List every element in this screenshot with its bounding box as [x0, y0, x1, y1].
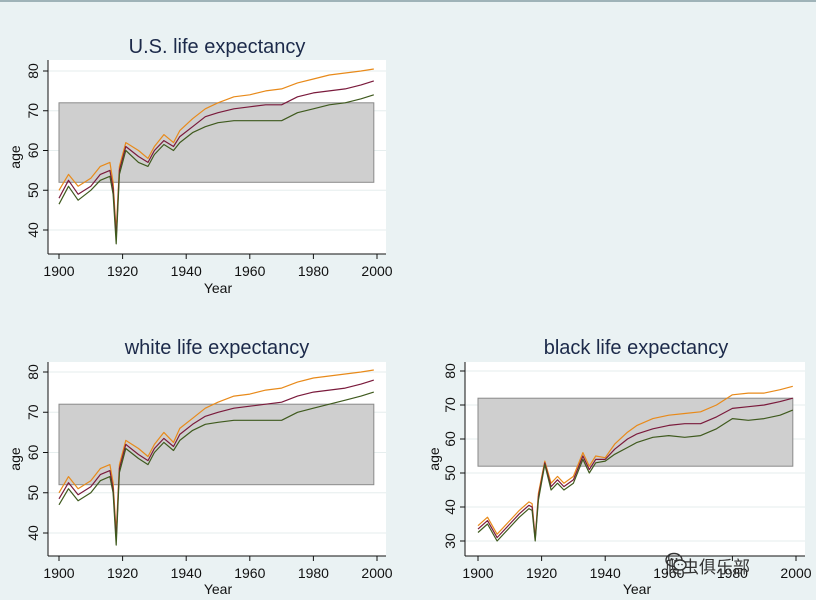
chart3-x-tick-label: 1900 — [462, 565, 493, 581]
chart3-title: black life expectancy — [544, 337, 729, 359]
chart3-x-tick-label: 1980 — [717, 565, 748, 581]
chart3-series-upper — [477, 385, 793, 539]
chart3-y-axis-label: age — [426, 447, 442, 471]
chart1-series-lower — [58, 94, 374, 245]
chart1-y-tick-label: 60 — [25, 143, 41, 159]
chart2-y-tick-label: 40 — [25, 525, 41, 541]
chart3-x-tick-label: 2000 — [780, 565, 811, 581]
chart1-y-tick-label: 50 — [25, 182, 41, 198]
watermark: 爬虫俱乐部 — [665, 552, 750, 578]
chart3-y-tick-label: 50 — [442, 465, 458, 481]
chart2-series-upper — [58, 369, 374, 534]
chart1-shaded-band — [58, 102, 375, 183]
chart1-series-upper — [58, 68, 374, 233]
watermark-text: 爬虫俱乐部 — [665, 557, 750, 578]
chart1-x-tick-label: 1920 — [107, 263, 138, 279]
chart3-y-tick-label: 80 — [442, 363, 458, 379]
chart1-x-axis-label: Year — [204, 280, 233, 296]
chart2-title: white life expectancy — [124, 337, 310, 359]
chart1-x-tick-label: 1960 — [234, 263, 265, 279]
chart2-x-tick-label: 1920 — [107, 565, 138, 581]
chart2-x-tick-label: 1980 — [298, 565, 329, 581]
chart3-y-tick-label: 40 — [442, 499, 458, 515]
chart2-y-tick-label: 60 — [25, 445, 41, 461]
chart1-x-tick-label: 1980 — [298, 263, 329, 279]
chart1-x-tick-label: 1900 — [43, 263, 74, 279]
chart2-series-lower — [58, 391, 374, 546]
chart2-x-tick-label: 1900 — [43, 565, 74, 581]
chart2-series-middle — [58, 379, 374, 540]
wechat-icon — [665, 552, 687, 571]
chart2-y-tick-label: 70 — [25, 404, 41, 420]
chart1-x-tick-label: 1940 — [171, 263, 202, 279]
chart3-y-tick-label: 70 — [442, 397, 458, 413]
chart2-y-axis-label: age — [7, 447, 23, 471]
chart2-x-tick-label: 2000 — [361, 565, 392, 581]
chart1-y-tick-label: 70 — [25, 103, 41, 119]
chart3-y-tick-label: 60 — [442, 431, 458, 447]
chart3-shaded-band — [477, 397, 794, 467]
window-top-border — [0, 0, 816, 2]
chart1-y-tick-label: 80 — [25, 63, 41, 79]
chart2-x-axis-label: Year — [204, 581, 233, 597]
chart1-series-middle — [58, 80, 374, 239]
chart2-y-tick-label: 80 — [25, 364, 41, 380]
chart3-x-tick-label: 1920 — [526, 565, 557, 581]
chart2-x-tick-label: 1960 — [234, 565, 265, 581]
chart1-y-tick-label: 40 — [25, 222, 41, 238]
chart3-x-axis-label: Year — [623, 581, 652, 597]
chart2-x-tick-label: 1940 — [171, 565, 202, 581]
chart1-y-axis-label: age — [7, 145, 23, 169]
chart3-series-lower — [477, 409, 794, 542]
chart3-x-tick-label: 1940 — [590, 565, 621, 581]
chart3-series-middle — [477, 397, 793, 540]
chart1-x-tick-label: 2000 — [361, 263, 392, 279]
chart1-title: U.S. life expectancy — [129, 36, 306, 58]
chart2-y-tick-label: 50 — [25, 485, 41, 501]
chart3-y-tick-label: 30 — [442, 533, 458, 549]
